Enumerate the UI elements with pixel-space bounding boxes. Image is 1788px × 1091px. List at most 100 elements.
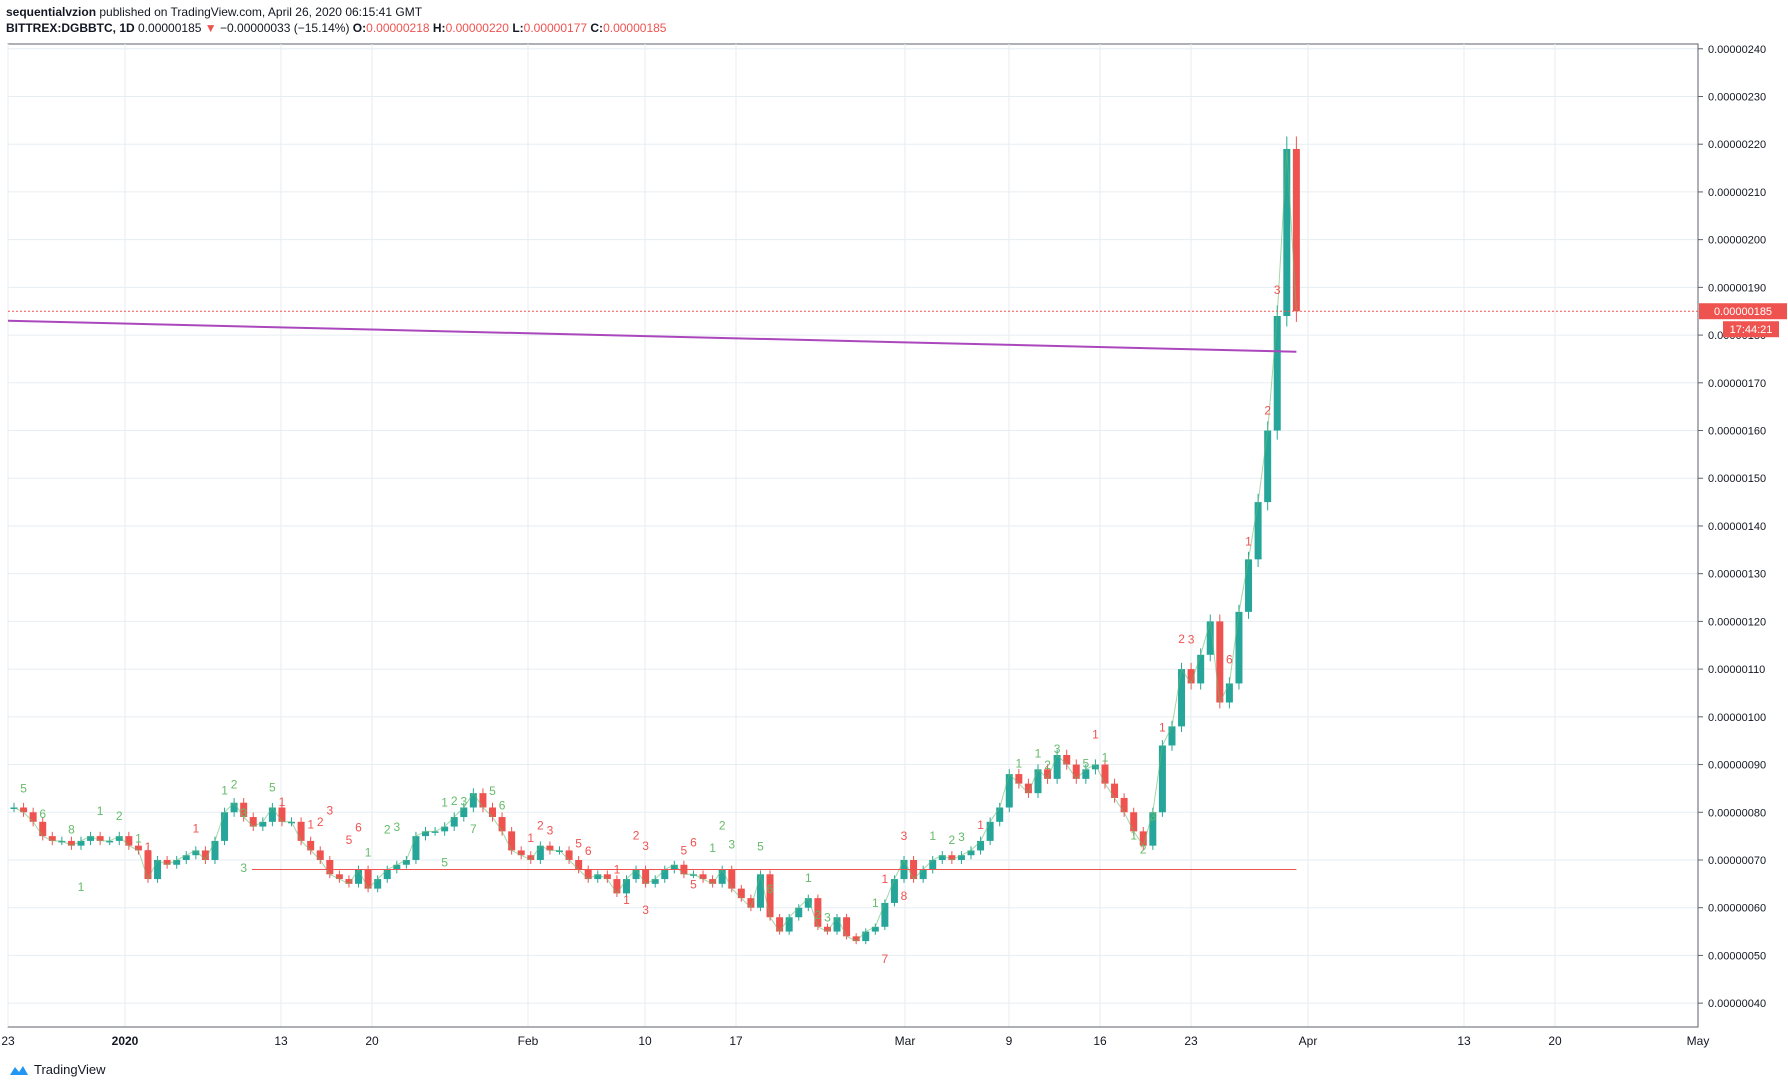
x-tick-label: 2020	[112, 1034, 139, 1048]
sequential-count-label: 3	[824, 911, 831, 925]
sequential-count-label: 1	[1016, 757, 1023, 771]
candle-body	[48, 836, 56, 841]
candle-body	[670, 864, 678, 870]
candle-body	[1168, 726, 1176, 746]
candle-body	[996, 807, 1004, 822]
sequential-count-label: 1	[1102, 751, 1109, 765]
y-tick-label: 0.00000240	[1708, 44, 1766, 56]
sequential-count-label: 5	[269, 780, 276, 794]
candle-body	[460, 807, 468, 818]
ohlc-legend: BITTREX:DGBBTC, 1D 0.00000185 ▼ −0.00000…	[6, 20, 666, 36]
sequential-count-label: 1	[97, 804, 104, 818]
candle-body	[555, 850, 563, 852]
candle-body	[890, 879, 898, 903]
candle-body	[1273, 315, 1281, 431]
close-trend-line	[13, 148, 1297, 942]
candle-body	[422, 831, 430, 837]
footer-brand: TradingView	[8, 1062, 106, 1077]
y-tick-label: 0.00000080	[1708, 807, 1766, 819]
author-name[interactable]: sequentialvzion	[6, 5, 97, 19]
candle-body	[517, 850, 525, 856]
candle-body	[527, 855, 535, 860]
sequential-count-label: 1	[709, 841, 716, 855]
y-tick-label: 0.00000040	[1708, 998, 1766, 1010]
sequential-count-label: 1	[1130, 828, 1137, 842]
x-tick-label: Apr	[1299, 1034, 1318, 1048]
sequential-count-label: 5	[489, 784, 496, 798]
sequential-count-label: 5	[441, 856, 448, 870]
open-label: O:	[352, 21, 367, 35]
candle-body	[1063, 755, 1071, 765]
sequential-count-label: 6	[39, 807, 46, 821]
sequential-count-label: 5	[575, 837, 582, 851]
sequential-count-label: 2	[1140, 843, 1147, 857]
candle-body	[240, 802, 248, 818]
candle-body	[938, 855, 946, 860]
sequential-count-label: 3	[958, 830, 965, 844]
sequential-count-label: 1	[192, 821, 199, 835]
sequential-count-label: 1	[1245, 534, 1252, 548]
candle-body	[383, 869, 391, 880]
open-value: 0.00000218	[366, 21, 430, 35]
candle-body	[1264, 430, 1272, 503]
sequential-count-label: 2	[1264, 404, 1271, 418]
sequential-count-label: 5	[20, 781, 27, 795]
candle-body	[144, 850, 152, 880]
sequential-count-label: 5	[1216, 662, 1223, 676]
sequential-count-label: 2	[384, 823, 391, 837]
sequential-count-label: 1	[307, 817, 314, 831]
candle-body	[201, 850, 209, 860]
candle-body	[1101, 764, 1109, 784]
brand-label[interactable]: TradingView	[34, 1062, 106, 1077]
sequential-count-label: 1	[221, 783, 228, 797]
candle-body	[307, 840, 315, 851]
candle-body	[737, 888, 745, 899]
candle-body	[335, 874, 343, 880]
sequential-count-label: 1	[977, 818, 984, 832]
sequential-count-label: 6	[499, 798, 506, 812]
candle-body	[1216, 621, 1224, 703]
sequential-count-label: 6	[767, 882, 774, 896]
candle-body	[1005, 774, 1013, 808]
candle-body	[412, 836, 420, 860]
x-tick-label: 17	[729, 1034, 743, 1048]
candle-body	[249, 817, 257, 827]
candle-body	[125, 836, 133, 846]
candle-body	[1053, 755, 1061, 779]
candle-body	[393, 864, 401, 870]
candle-body	[622, 879, 630, 894]
countdown-bg	[1723, 321, 1779, 338]
publish-info: published on TradingView.com, April 26, …	[99, 5, 423, 19]
candle-body	[115, 836, 123, 841]
sequential-count-label: 3	[642, 903, 649, 917]
candle-body	[747, 898, 755, 908]
candle-body	[268, 807, 276, 822]
candle-body	[776, 917, 784, 932]
candles-group	[10, 136, 1300, 945]
candle-body	[843, 917, 851, 937]
candle-body	[316, 850, 324, 860]
down-arrow-icon: ▼	[204, 21, 217, 35]
sequential-count-label: 8	[901, 889, 908, 903]
sequential-count-label: 1	[805, 871, 812, 885]
sequential-count-label: 2	[231, 778, 238, 792]
candle-body	[326, 859, 334, 875]
x-tick-label: 9	[1006, 1034, 1013, 1048]
candle-body	[20, 807, 28, 813]
candle-body	[67, 840, 75, 846]
sequential-count-label: 2	[1044, 758, 1051, 772]
candle-body	[728, 869, 736, 889]
y-tick-label: 0.00000200	[1708, 235, 1766, 247]
sequential-count-label: 3	[393, 820, 400, 834]
sequential-count-label: 1	[872, 896, 879, 910]
close-label: C:	[590, 21, 604, 35]
candle-body	[546, 845, 554, 851]
candle-body	[39, 821, 47, 837]
candle-body	[278, 807, 286, 822]
candle-body	[1225, 683, 1233, 703]
countdown-label: 17:44:21	[1730, 324, 1773, 336]
sequential-count-label: 2	[633, 829, 640, 843]
candle-body	[1082, 769, 1090, 779]
sequential-count-label: 6	[1226, 652, 1233, 666]
